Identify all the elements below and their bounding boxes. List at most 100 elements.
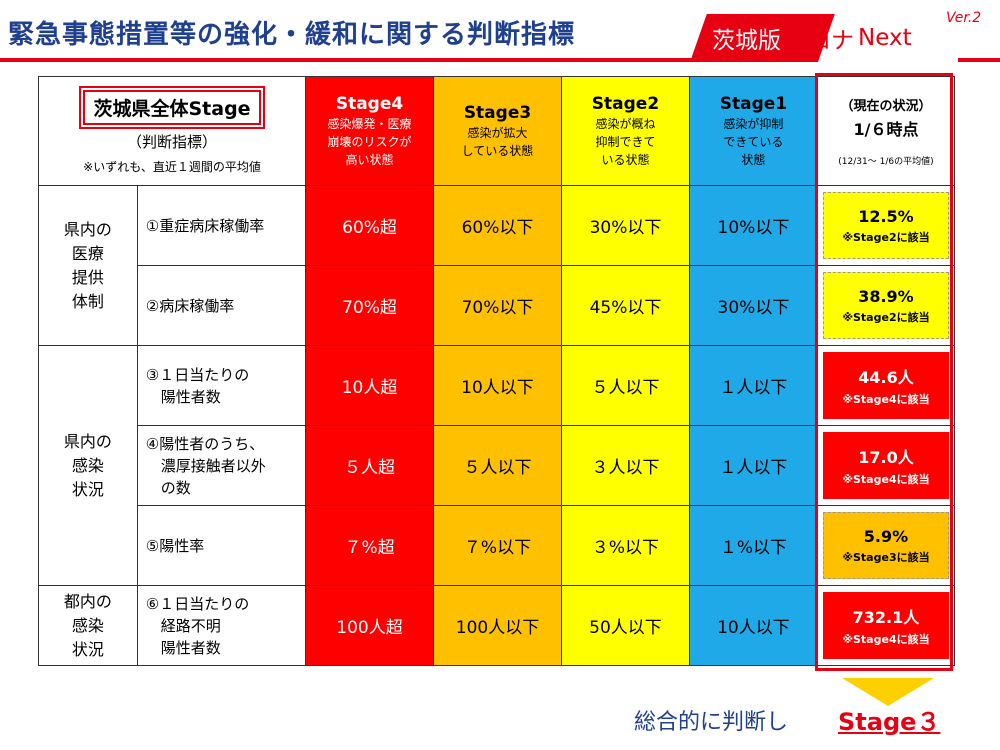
category-line: 医療 [71,243,104,263]
category-cell: 県内の 感染 状況 [38,345,138,586]
stage2-threshold: ３%以下 [560,505,690,586]
stage2-threshold: ５人以下 [560,345,690,426]
stage-desc-line: 感染が概ね [595,117,656,131]
current-date: 1/６時点 [853,120,919,139]
stage4-threshold: 70%超 [305,265,435,346]
stage1-threshold: 30%以下 [688,265,818,346]
stage-desc-line: 高い状態 [345,153,394,167]
indicator-line: の数 [145,478,191,497]
stage-indicator-table: 茨城県全体Stage （判断指標） ※いずれも、直近１週間の平均値 Stage4… [37,76,956,666]
stage-desc-line: 崩壊のリスクが [327,135,412,149]
brand-part1: 茨城版 [712,28,781,54]
indicator-line: ⑤陽性率 [145,536,205,555]
current-value-cell: 44.6人 ※Stage4に該当 [816,345,956,426]
stage-desc-line: している状態 [461,144,534,158]
current-value-cell: 12.5% ※Stage2に該当 [816,185,956,266]
stage-name: Stage1 [719,94,788,114]
current-value: 12.5% [858,206,914,226]
stage-desc-line: 抑制できて [595,135,656,149]
table-row: 県内の 感染 状況 ③１日当たりの 陽性者数 10人超 10人以下 ５人以下 １… [38,345,956,586]
stage4-threshold: 60%超 [305,185,435,266]
stage2-threshold: 30%以下 [560,185,690,266]
indicator-cell: ③１日当たりの 陽性者数 [136,345,307,426]
stage2-threshold: 50人以下 [560,585,690,666]
current-stage-note: ※Stage4に該当 [842,473,930,486]
indicator-cell: ⑥１日当たりの 経路不明 陽性者数 [136,585,307,666]
header-divider [0,58,1000,62]
stage4-header: Stage4 感染爆発・医療 崩壊のリスクが 高い状態 [305,76,435,186]
stage-desc-line: 感染爆発・医療 [327,117,412,131]
stage-name: Stage2 [591,94,660,114]
indicator-line: ③１日当たりの [145,365,250,384]
stage2-threshold: 45%以下 [560,265,690,346]
stage3-threshold: 70%以下 [433,265,562,346]
stage3-threshold: 60%以下 [433,185,562,266]
indicator-subtitle: （判断指標） [127,132,218,151]
current-value: 732.1人 [852,608,920,627]
category-line: 状況 [71,639,104,659]
table-row: 県内の 医療 提供 体制 ①重症病床稼働率 60%超 60%以下 30%以下 1… [38,185,956,346]
stage-desc-line: できている [723,135,784,149]
indicator-cell: ①重症病床稼働率 [136,185,307,266]
indicator-line: ①重症病床稼働率 [145,216,265,235]
current-stage-note: ※Stage2に該当 [842,310,930,324]
page-title: 緊急事態措置等の強化・緩和に関する判断指標 [8,20,576,50]
category-line: 感染 [71,455,104,475]
stage-name: Stage4 [335,94,404,114]
category-cell: 県内の 医療 提供 体制 [38,185,138,346]
stage1-threshold: １%以下 [688,505,818,586]
brand-version: Ver.2 [946,10,982,26]
prefecture-stage-label: 茨城県全体Stage [79,85,265,129]
current-period: (12/31～ 1/6の平均値) [838,157,934,167]
stage2-header: Stage2 感染が概ね 抑制できて いる状態 [560,76,690,186]
stage4-threshold: 10人超 [305,345,435,426]
indicator-line: ④陽性者のうち、 [145,434,265,453]
stage1-threshold: 10%以下 [688,185,818,266]
indicator-line: 経路不明 [145,616,221,635]
indicator-line: 陽性者数 [145,387,221,406]
verdict-stage: Stage３ [838,708,941,736]
current-stage-note: ※Stage3に該当 [842,550,930,564]
current-value: 17.0人 [858,448,914,467]
category-cell: 都内の 感染 状況 [38,585,138,666]
stage1-threshold: 10人以下 [688,585,818,666]
brand-logo: 茨城版 コロナ Next [712,16,982,60]
table-row: ④陽性者のうち、 濃厚接触者以外 の数 ５人超 ５人以下 ３人以下 １人以下 1… [39,425,956,506]
average-note: ※いずれも、直近１週間の平均値 [83,159,261,174]
stage3-threshold: 10人以下 [433,345,562,426]
stage4-threshold: ７%超 [305,505,435,586]
stage4-threshold: ５人超 [305,425,435,506]
category-line: 県内の [63,431,112,451]
indicator-cell: ⑤陽性率 [136,505,307,586]
current-value-cell: 17.0人 ※Stage4に該当 [816,425,956,506]
stage1-threshold: １人以下 [688,345,818,426]
table-header-row: 茨城県全体Stage （判断指標） ※いずれも、直近１週間の平均値 Stage4… [37,76,956,186]
indicator-line: 濃厚接触者以外 [145,456,266,475]
current-stage-note: ※Stage4に該当 [842,633,930,646]
category-line: 提供 [71,267,104,287]
indicator-line: 陽性者数 [145,638,221,657]
category-line: 感染 [71,615,104,635]
category-line: 都内の [63,591,112,611]
table-row: ②病床稼働率 70%超 70%以下 45%以下 30%以下 38.9% ※Sta… [39,265,956,346]
current-status-header: （現在の状況） 1/６時点 (12/31～ 1/6の平均値) [816,76,956,186]
stage3-header: Stage3 感染が拡大 している状態 [433,76,562,186]
indicator-line: ②病床稼働率 [145,296,235,315]
table-row: 都内の 感染 状況 ⑥１日当たりの 経路不明 陽性者数 100人超 100人以下… [38,585,956,666]
stage3-threshold: ７%以下 [433,505,562,586]
current-stage-note: ※Stage2に該当 [842,230,930,244]
stage3-threshold: ５人以下 [433,425,562,506]
stage4-threshold: 100人超 [305,585,435,666]
top-left-cell: 茨城県全体Stage （判断指標） ※いずれも、直近１週間の平均値 [37,76,307,186]
stage1-threshold: １人以下 [688,425,818,506]
current-value-cell: 732.1人 ※Stage4に該当 [816,585,956,666]
indicator-cell: ②病床稼働率 [136,265,307,346]
brand-part2: コロナ [785,28,854,54]
current-value-cell: 38.9% ※Stage2に該当 [816,265,956,346]
stage-desc-line: 状態 [741,153,766,167]
brand-banner-white [818,14,958,62]
category-line: 体制 [71,291,104,311]
category-line: 状況 [71,479,104,499]
stage1-header: Stage1 感染が抑制 できている 状態 [688,76,818,186]
indicator-line: ⑥１日当たりの [145,594,250,613]
